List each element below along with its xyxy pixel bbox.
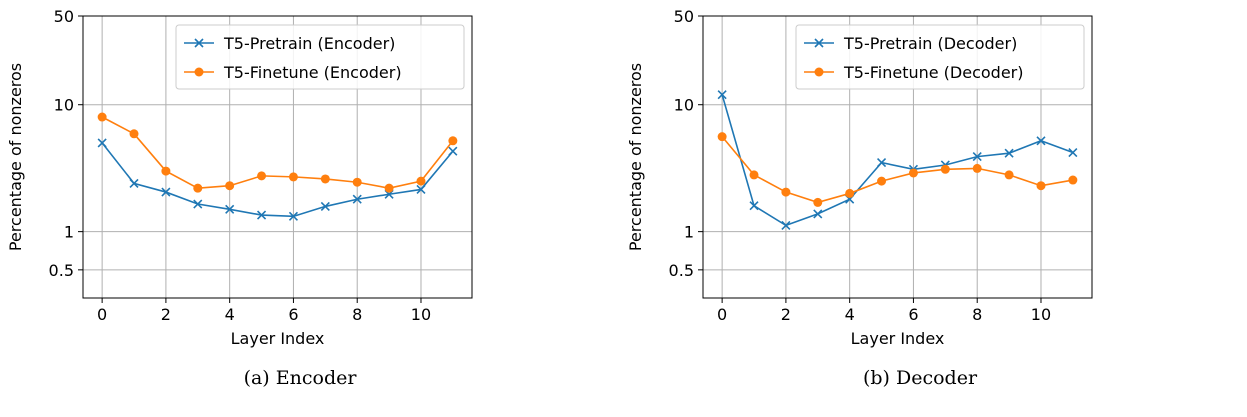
y-tick-label: 10 (54, 96, 74, 115)
legend-marker (814, 67, 824, 77)
chart-panel-decoder: 0 2 4 6 8 10 0.5 1 10 50 Layer Index Percentage of … (620, 0, 1220, 417)
data-point (972, 163, 982, 173)
data-point (448, 136, 458, 146)
x-axis-label: Layer Index (851, 329, 945, 348)
legend: T5-Pretrain (Decoder) T5-Finetune (Decode… (795, 24, 1085, 90)
x-tick-label: 2 (781, 305, 791, 324)
y-tick-label: 50 (54, 7, 74, 26)
data-point (256, 210, 267, 220)
data-point (257, 171, 267, 181)
chart-decoder: 0 2 4 6 8 10 0.5 1 10 50 Layer Index Percentage of … (626, 7, 1093, 348)
data-point (193, 199, 203, 209)
data-point (193, 183, 203, 193)
data-point (1036, 181, 1046, 191)
y-tick-label: 1 (684, 223, 694, 242)
data-point (129, 129, 139, 139)
data-point (1004, 170, 1014, 180)
data-point (129, 178, 139, 188)
data-point (320, 201, 330, 211)
data-point (352, 194, 362, 204)
legend-label: T5-Pretrain (Encoder) (223, 34, 395, 53)
data-point (781, 220, 791, 230)
series-0 (717, 90, 1078, 230)
data-point (448, 146, 458, 156)
x-tick-label: 0 (97, 305, 107, 324)
legend: T5-Pretrain (Encoder) T5-Finetune (Encode… (175, 24, 465, 90)
x-tick-label: 8 (352, 305, 362, 324)
series-line (721, 94, 1074, 227)
data-point (225, 204, 235, 214)
legend-label: T5-Pretrain (Decoder) (843, 34, 1017, 53)
y-axis-label: Percentage of nonzeros (6, 63, 25, 251)
data-point (1004, 148, 1014, 158)
legend-marker (194, 38, 204, 48)
data-point (813, 209, 823, 219)
data-point (1068, 175, 1078, 185)
data-point (908, 168, 918, 178)
caption-encoder: (a) Encoder (243, 367, 357, 389)
x-tick-label: 10 (1031, 305, 1051, 324)
chart-encoder: 0 2 4 6 8 10 0.5 1 10 50 Layer Index Percentage of … (6, 7, 473, 348)
x-tick-label: 2 (161, 305, 171, 324)
x-tick-label: 4 (845, 305, 855, 324)
legend-box (175, 24, 465, 90)
x-tick-label: 10 (411, 305, 431, 324)
legend-marker (194, 67, 204, 77)
data-point (717, 90, 727, 100)
x-tick-label: 6 (288, 305, 298, 324)
caption-decoder: (b) Decoder (862, 367, 978, 389)
data-point (97, 112, 107, 122)
data-point (320, 174, 330, 184)
plot-frame (702, 15, 1093, 299)
data-point (225, 181, 235, 191)
data-point (972, 152, 982, 162)
plot-frame (82, 15, 473, 299)
y-tick-label: 10 (674, 96, 694, 115)
series-1 (97, 112, 458, 193)
data-point (416, 176, 426, 186)
legend-box (795, 24, 1085, 90)
chart-panel-encoder: 0 2 4 6 8 10 0.5 1 10 50 Layer Index Percentage of … (0, 0, 600, 417)
data-point (1068, 147, 1078, 158)
legend-label: T5-Finetune (Encoder) (223, 63, 402, 82)
y-axis-label: Percentage of nonzeros (626, 63, 645, 251)
data-point (876, 158, 887, 168)
data-point (781, 187, 791, 197)
data-point (384, 183, 394, 193)
data-point (1036, 136, 1046, 146)
y-tick-label: 50 (674, 7, 694, 26)
y-tick-label: 0.5 (49, 261, 74, 280)
y-tick-label: 1 (64, 223, 74, 242)
data-point (845, 188, 855, 198)
legend-marker (814, 38, 824, 48)
series-0 (97, 138, 458, 221)
data-point (877, 176, 887, 186)
x-tick-label: 4 (225, 305, 235, 324)
data-point (161, 166, 171, 176)
data-point (352, 177, 362, 187)
x-tick-label: 6 (908, 305, 918, 324)
series-1 (717, 132, 1078, 207)
data-point (717, 132, 727, 142)
x-tick-label: 8 (972, 305, 982, 324)
data-point (97, 138, 107, 148)
data-point (813, 197, 823, 207)
series-line (101, 142, 454, 218)
data-point (288, 172, 298, 182)
x-axis-label: Layer Index (231, 329, 325, 348)
series-line (721, 136, 1074, 204)
y-tick-label: 0.5 (669, 261, 694, 280)
data-point (416, 184, 426, 195)
legend-label: T5-Finetune (Decoder) (843, 63, 1024, 82)
data-point (749, 170, 759, 180)
series-line (101, 116, 454, 189)
x-tick-label: 0 (717, 305, 727, 324)
data-point (940, 164, 950, 174)
data-point (161, 187, 171, 197)
data-point (288, 211, 299, 221)
data-point (749, 201, 759, 211)
